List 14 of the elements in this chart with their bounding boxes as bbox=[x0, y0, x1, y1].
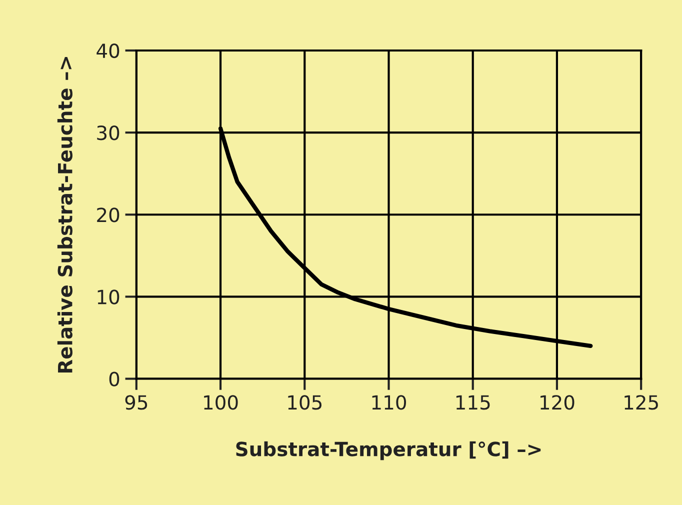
y-tick-label: 40 bbox=[96, 43, 120, 58]
x-axis-title: Substrat-Temperatur [°C] –> bbox=[236, 441, 541, 460]
x-tick-label: 125 bbox=[624, 395, 658, 410]
y-tick-label: 10 bbox=[98, 290, 120, 304]
x-tick-label: 115 bbox=[456, 395, 490, 410]
y-tick-label: 0 bbox=[109, 372, 120, 386]
y-axis-title: Relative Substrat-Feuchte –> bbox=[57, 56, 72, 373]
x-tick-label: 110 bbox=[372, 395, 406, 410]
x-tick-label: 100 bbox=[204, 395, 238, 410]
x-tick-label: 105 bbox=[288, 395, 322, 410]
y-tick-label: 20 bbox=[97, 208, 120, 222]
x-tick-label: 95 bbox=[125, 395, 148, 410]
x-tick-label: 120 bbox=[540, 395, 574, 410]
y-tick-label: 30 bbox=[97, 126, 120, 140]
